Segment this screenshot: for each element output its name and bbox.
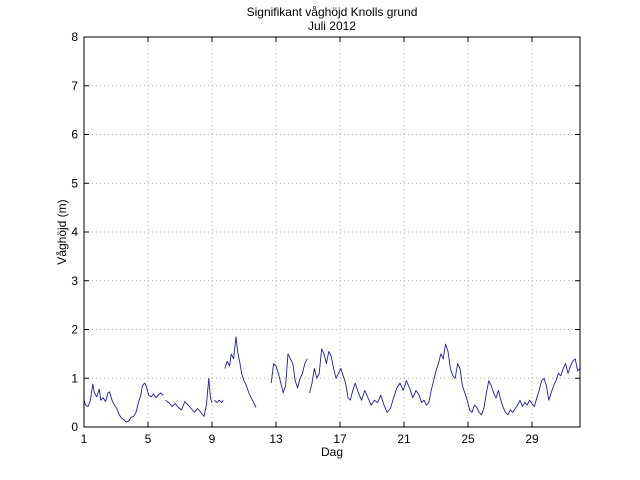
y-tick-label: 6	[71, 128, 78, 142]
x-tick-label: 13	[269, 432, 283, 446]
x-tick-label: 17	[333, 432, 347, 446]
wave-height-line-segment-8	[309, 348, 356, 401]
chart-title: Signifikant våghöjd Knolls grund	[247, 5, 418, 19]
x-tick-label: 1	[81, 432, 88, 446]
wave-height-line-segment-12	[505, 358, 581, 416]
wave-height-line-segment-1	[83, 382, 147, 423]
y-tick-label: 3	[71, 274, 78, 288]
y-axis-label: Våghöjd (m)	[55, 199, 69, 264]
wave-height-line-segment-10	[418, 343, 468, 406]
y-tick-label: 5	[71, 176, 78, 190]
y-tick-label: 2	[71, 323, 78, 337]
y-tick-label: 1	[71, 371, 78, 385]
wave-height-line-segment-3	[165, 378, 210, 417]
x-tick-label: 25	[461, 432, 475, 446]
wave-height-line-segment-2	[145, 386, 164, 399]
x-tick-label: 29	[525, 432, 539, 446]
x-tick-label: 5	[145, 432, 152, 446]
x-axis-label: Dag	[321, 445, 343, 459]
wave-height-line-segment-5	[214, 399, 224, 404]
x-tick-label: 9	[209, 432, 216, 446]
wave-height-line-segment-4	[208, 378, 213, 403]
y-tick-label: 0	[71, 420, 78, 434]
grid	[84, 37, 580, 427]
wave-height-line-segment-6	[224, 336, 257, 408]
wave-height-line-segment-9	[354, 380, 420, 413]
x-tick-label: 21	[397, 432, 411, 446]
y-tick-label: 7	[71, 79, 78, 93]
wave-height-line-segment-11	[466, 380, 507, 416]
chart-subtitle: Juli 2012	[308, 19, 356, 33]
wave-height-line-segment-7	[270, 353, 308, 394]
y-tick-label: 4	[71, 225, 78, 239]
y-tick-label: 8	[71, 30, 78, 44]
data-series	[83, 336, 581, 423]
